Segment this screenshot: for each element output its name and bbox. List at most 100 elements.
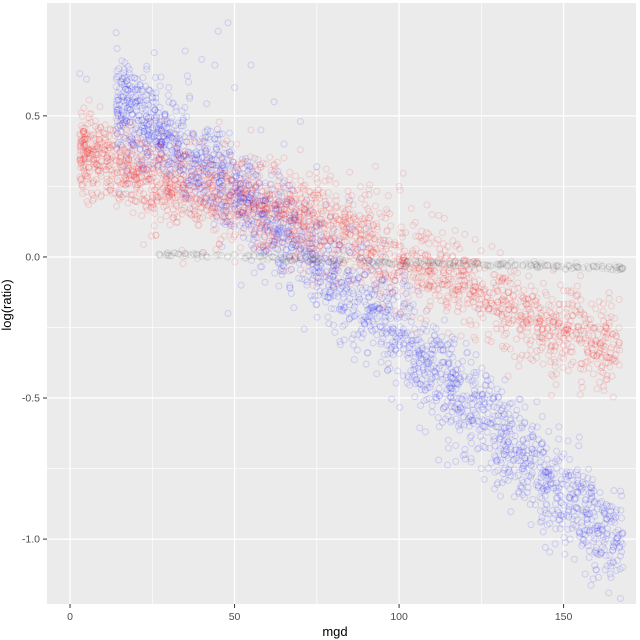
data-point (384, 366, 392, 374)
data-point (481, 381, 489, 389)
data-point (172, 161, 180, 169)
data-point (512, 446, 520, 454)
data-point (283, 195, 291, 203)
data-point (493, 286, 501, 294)
data-point (179, 171, 187, 179)
data-point (263, 223, 271, 231)
data-point (601, 566, 609, 574)
data-point (230, 222, 238, 230)
data-point (158, 117, 166, 125)
data-point (567, 471, 575, 479)
data-point (238, 169, 247, 178)
data-point (282, 246, 290, 254)
data-point (446, 379, 454, 387)
data-point (222, 202, 230, 211)
data-point (520, 467, 528, 475)
data-point (174, 151, 182, 159)
data-point (592, 549, 601, 557)
data-point (590, 487, 598, 495)
data-point (367, 326, 375, 334)
data-point (444, 379, 452, 388)
data-point (207, 172, 215, 180)
data-point (142, 144, 150, 153)
data-point (133, 114, 141, 122)
data-point (120, 65, 128, 74)
data-point (536, 451, 544, 459)
data-point (579, 484, 587, 492)
data-point (610, 487, 618, 495)
data-point (502, 424, 510, 432)
data-point (274, 256, 282, 264)
data-point (547, 342, 555, 350)
data-point (494, 412, 502, 420)
data-point (118, 57, 126, 65)
data-point (303, 278, 311, 286)
data-point (401, 331, 409, 340)
data-point (588, 475, 597, 484)
data-point (355, 238, 363, 246)
data-point (600, 386, 608, 395)
data-point (437, 346, 445, 354)
data-point (423, 357, 431, 365)
data-point (165, 158, 173, 166)
data-point (252, 198, 260, 206)
data-point (87, 110, 95, 118)
data-point (464, 402, 472, 410)
data-point (250, 203, 258, 211)
data-point (559, 513, 567, 521)
data-point (582, 495, 590, 504)
data-point (316, 261, 324, 269)
data-point (552, 494, 561, 502)
data-point (425, 240, 433, 248)
data-point (397, 329, 406, 337)
data-point (400, 341, 408, 349)
data-point (438, 280, 446, 289)
data-point (328, 267, 336, 275)
data-point (438, 358, 446, 366)
data-point (533, 398, 541, 406)
data-point (113, 106, 121, 114)
data-point (528, 433, 536, 441)
data-point (283, 227, 291, 235)
data-point (579, 535, 587, 543)
data-point (246, 184, 254, 192)
data-point (491, 271, 499, 279)
data-point (488, 416, 496, 424)
data-point (444, 242, 452, 251)
data-point (594, 573, 603, 581)
data-point (138, 104, 146, 112)
data-point (536, 446, 545, 454)
data-point (581, 500, 589, 508)
data-point (285, 214, 294, 222)
data-point (247, 191, 255, 199)
data-point (542, 509, 550, 517)
data-point (201, 162, 209, 170)
data-point (133, 139, 141, 147)
data-point (210, 156, 218, 164)
data-point (352, 218, 360, 226)
data-point (225, 192, 233, 201)
data-point (432, 336, 440, 344)
data-point (583, 515, 591, 523)
data-point (480, 406, 488, 414)
data-point (418, 344, 426, 352)
data-point (344, 275, 352, 283)
data-point (134, 155, 142, 163)
data-point (617, 538, 625, 546)
data-point (341, 304, 349, 312)
data-point (600, 508, 608, 516)
data-point (245, 193, 254, 202)
data-point (507, 446, 515, 454)
data-point (466, 412, 474, 420)
data-point (509, 457, 517, 465)
data-point (177, 151, 185, 159)
data-point (589, 324, 597, 332)
data-point (114, 110, 122, 118)
data-point (152, 231, 160, 239)
data-point (233, 198, 241, 207)
data-point (387, 345, 395, 353)
data-point (437, 370, 445, 378)
data-point (306, 206, 315, 214)
data-point (255, 179, 263, 187)
data-point (193, 150, 201, 159)
